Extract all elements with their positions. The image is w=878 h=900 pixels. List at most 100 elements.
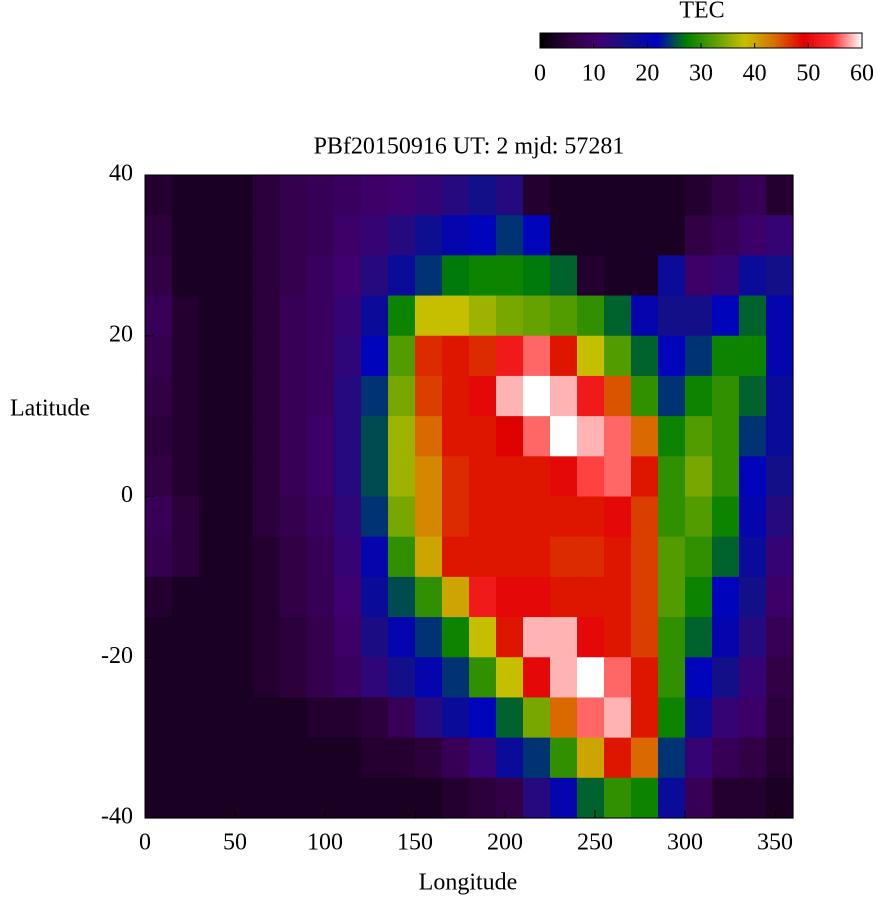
heatmap-cell <box>604 295 632 337</box>
heatmap-cell <box>226 657 254 699</box>
heatmap-cell <box>388 777 416 819</box>
heatmap-cell <box>469 576 497 618</box>
heatmap-cell <box>361 456 389 498</box>
heatmap-cell <box>631 375 659 417</box>
heatmap-cell <box>739 697 767 739</box>
heatmap-cell <box>307 175 335 216</box>
heatmap-cell <box>577 697 605 739</box>
heatmap-cell <box>496 657 524 699</box>
heatmap-cell <box>226 737 254 779</box>
heatmap-cell <box>415 375 443 417</box>
heatmap-cell <box>550 416 578 457</box>
heatmap-cell <box>766 657 794 699</box>
heatmap-cell <box>658 335 686 377</box>
heatmap-cell <box>199 777 227 819</box>
heatmap-cell <box>199 456 227 498</box>
heatmap-cell <box>415 496 443 538</box>
heatmap-cell <box>496 576 524 618</box>
heatmap-cell <box>334 295 362 337</box>
heatmap-cell <box>388 175 416 216</box>
heatmap-cell <box>739 456 767 498</box>
x-tick-label: 200 <box>487 830 523 856</box>
heatmap-cell <box>334 456 362 498</box>
heatmap-cell <box>550 335 578 377</box>
heatmap-cell <box>496 175 524 216</box>
heatmap-cell <box>145 175 173 216</box>
heatmap-cell <box>631 335 659 377</box>
heatmap-cell <box>658 617 686 658</box>
heatmap-cell <box>442 335 470 377</box>
heatmap-cell <box>469 617 497 658</box>
heatmap-cell <box>550 697 578 739</box>
heatmap-cell <box>712 416 740 457</box>
heatmap-cell <box>388 576 416 618</box>
heatmap-cell <box>442 617 470 658</box>
heatmap-cell <box>685 295 713 337</box>
heatmap-cell <box>523 617 551 658</box>
heatmap-cell <box>604 697 632 739</box>
heatmap-cell <box>766 697 794 739</box>
heatmap-cell <box>577 576 605 618</box>
heatmap-cell <box>145 215 173 256</box>
heatmap-cell <box>523 456 551 498</box>
heatmap-cell <box>199 175 227 216</box>
heatmap-cell <box>685 536 713 578</box>
heatmap-cell <box>685 777 713 819</box>
heatmap-cell <box>334 737 362 779</box>
heatmap-cell <box>604 777 632 819</box>
heatmap-cell <box>766 576 794 618</box>
heatmap-cell <box>739 375 767 417</box>
heatmap-cell <box>415 697 443 739</box>
heatmap-cell <box>631 697 659 739</box>
heatmap-cell <box>361 255 389 297</box>
heatmap-cell <box>145 697 173 739</box>
colorbar-tick-label: 60 <box>850 61 874 87</box>
heatmap-cell <box>388 295 416 337</box>
heatmap-cell <box>145 456 173 498</box>
heatmap-cell <box>442 175 470 216</box>
heatmap-cell <box>388 215 416 256</box>
colorbar-tick-label: 50 <box>796 61 820 87</box>
heatmap-cell <box>361 496 389 538</box>
heatmap-cell <box>226 335 254 377</box>
heatmap-cell <box>226 617 254 658</box>
heatmap-cell <box>766 416 794 457</box>
colorbar-label: TEC <box>679 0 724 24</box>
heatmap-cell <box>172 175 200 216</box>
heatmap-cell <box>388 456 416 498</box>
heatmap-cell <box>280 617 308 658</box>
heatmap-cell <box>388 496 416 538</box>
heatmap-cell <box>334 697 362 739</box>
heatmap-cell <box>145 576 173 618</box>
x-tick-label: 0 <box>139 830 151 856</box>
heatmap-cell <box>604 737 632 779</box>
x-tick-label: 50 <box>223 830 247 856</box>
heatmap-cell <box>361 215 389 256</box>
heatmap-cell <box>631 295 659 337</box>
heatmap-cell <box>442 375 470 417</box>
heatmap-cell <box>550 617 578 658</box>
x-tick-label: 300 <box>667 830 703 856</box>
heatmap-cell <box>604 255 632 297</box>
heatmap-cell <box>577 175 605 216</box>
heatmap-cell <box>658 536 686 578</box>
heatmap-cell <box>415 576 443 618</box>
heatmap-cell <box>145 255 173 297</box>
heatmap-cell <box>280 255 308 297</box>
heatmap-cell <box>550 295 578 337</box>
heatmap-cell <box>577 456 605 498</box>
heatmap-cell <box>253 295 281 337</box>
heatmap-cell <box>604 335 632 377</box>
heatmap-cell <box>415 335 443 377</box>
heatmap-cell <box>658 215 686 256</box>
heatmap-cell <box>658 416 686 457</box>
x-tick-label: 100 <box>307 830 343 856</box>
heatmap-cell <box>469 255 497 297</box>
heatmap-cell <box>577 536 605 578</box>
heatmap-cell <box>199 697 227 739</box>
heatmap-cell <box>361 375 389 417</box>
heatmap-cell <box>631 456 659 498</box>
heatmap-cell <box>199 335 227 377</box>
heatmap-cell <box>631 576 659 618</box>
heatmap-cell <box>739 576 767 618</box>
